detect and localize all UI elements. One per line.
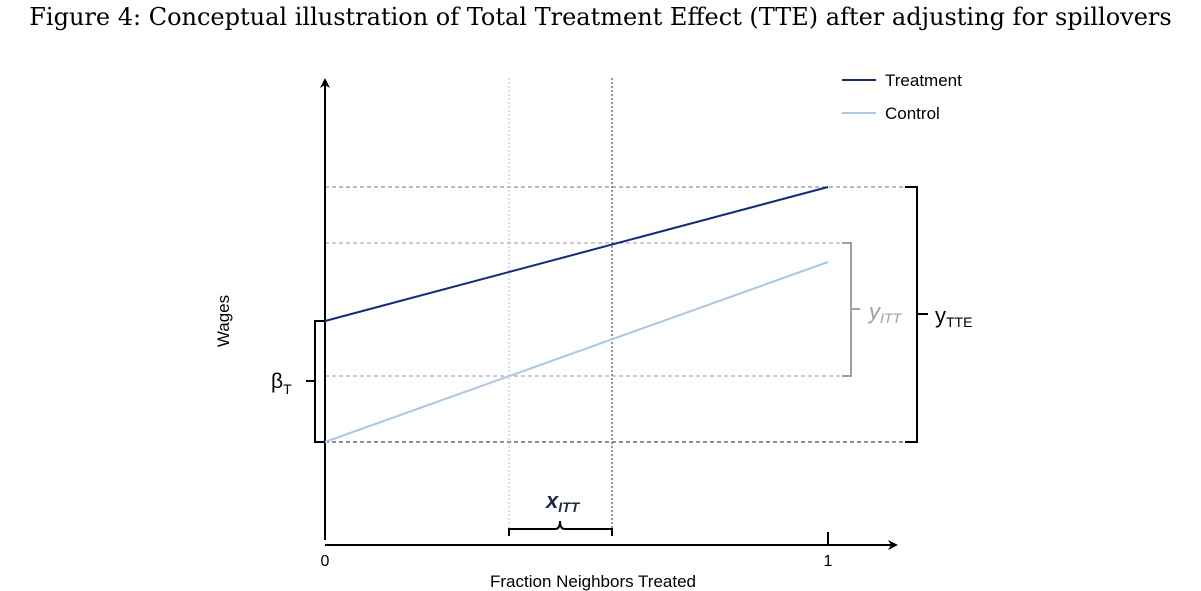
y-axis-label: Wages	[214, 295, 233, 347]
x-axis-label: Fraction Neighbors Treated	[490, 572, 696, 591]
x-itt-label: xITT	[545, 488, 581, 515]
beta-t-main: β	[271, 370, 283, 393]
y-itt-bracket	[842, 242, 860, 377]
y-itt-main: y	[867, 299, 882, 324]
x-itt-sub: ITT	[558, 499, 580, 515]
legend-control-label: Control	[885, 104, 940, 123]
beta-t-sub: T	[283, 381, 292, 397]
treatment-line	[324, 186, 829, 322]
figure-caption: Figure 4: Conceptual illustration of Tot…	[29, 3, 1172, 31]
x-itt-bracket	[508, 520, 613, 536]
control-line	[324, 261, 829, 443]
beta-t-bracket	[306, 320, 325, 443]
y-tte-bracket	[905, 186, 928, 443]
y-tte-main: y	[935, 303, 946, 328]
y-itt-label: yITT	[867, 299, 902, 326]
x-tick-label-1: 1	[824, 553, 833, 570]
y-tte-sub: TTE	[946, 314, 972, 330]
x-tick-label-0: 0	[321, 553, 330, 570]
y-itt-sub: ITT	[880, 310, 902, 326]
beta-t-label: βT	[271, 370, 292, 397]
y-tte-label: yTTE	[935, 303, 972, 330]
legend-treatment-label: Treatment	[885, 71, 962, 90]
x-itt-main: x	[545, 488, 559, 513]
